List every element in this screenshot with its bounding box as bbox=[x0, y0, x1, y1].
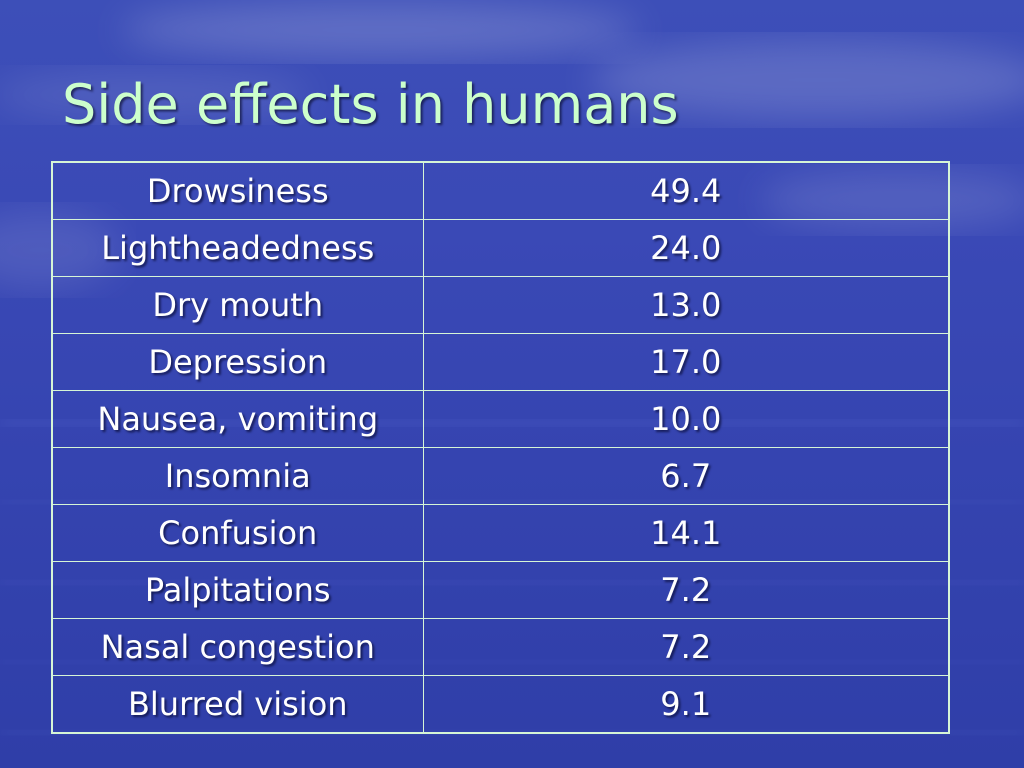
table-row: Blurred vision 9.1 bbox=[51, 675, 950, 734]
table-row: Nausea, vomiting 10.0 bbox=[51, 390, 950, 448]
side-effect-value: 24.0 bbox=[422, 219, 950, 277]
side-effect-value: 17.0 bbox=[422, 333, 950, 391]
table-row: Lightheadedness 24.0 bbox=[51, 219, 950, 277]
side-effect-value: 13.0 bbox=[422, 276, 950, 334]
side-effect-label: Insomnia bbox=[51, 447, 424, 505]
side-effect-value: 7.2 bbox=[422, 618, 950, 676]
table-row: Confusion 14.1 bbox=[51, 504, 950, 562]
side-effect-label: Lightheadedness bbox=[51, 219, 424, 277]
side-effect-label: Depression bbox=[51, 333, 424, 391]
slide-title: Side effects in humans bbox=[62, 73, 679, 136]
table-row: Dry mouth 13.0 bbox=[51, 276, 950, 334]
side-effect-label: Dry mouth bbox=[51, 276, 424, 334]
side-effect-value: 7.2 bbox=[422, 561, 950, 619]
side-effect-label: Nausea, vomiting bbox=[51, 390, 424, 448]
side-effects-table: Drowsiness 49.4 Lightheadedness 24.0 Dry… bbox=[51, 161, 950, 734]
table-row: Insomnia 6.7 bbox=[51, 447, 950, 505]
table-body: Drowsiness 49.4 Lightheadedness 24.0 Dry… bbox=[51, 161, 950, 734]
side-effect-value: 49.4 bbox=[422, 161, 950, 220]
table-row: Depression 17.0 bbox=[51, 333, 950, 391]
side-effect-value: 9.1 bbox=[422, 675, 950, 734]
side-effect-label: Palpitations bbox=[51, 561, 424, 619]
side-effect-label: Confusion bbox=[51, 504, 424, 562]
side-effect-label: Blurred vision bbox=[51, 675, 424, 734]
side-effect-value: 10.0 bbox=[422, 390, 950, 448]
side-effect-label: Nasal congestion bbox=[51, 618, 424, 676]
table-row: Nasal congestion 7.2 bbox=[51, 618, 950, 676]
table-row: Drowsiness 49.4 bbox=[51, 161, 950, 220]
side-effect-label: Drowsiness bbox=[51, 161, 424, 220]
side-effect-value: 14.1 bbox=[422, 504, 950, 562]
side-effect-value: 6.7 bbox=[422, 447, 950, 505]
table-row: Palpitations 7.2 bbox=[51, 561, 950, 619]
